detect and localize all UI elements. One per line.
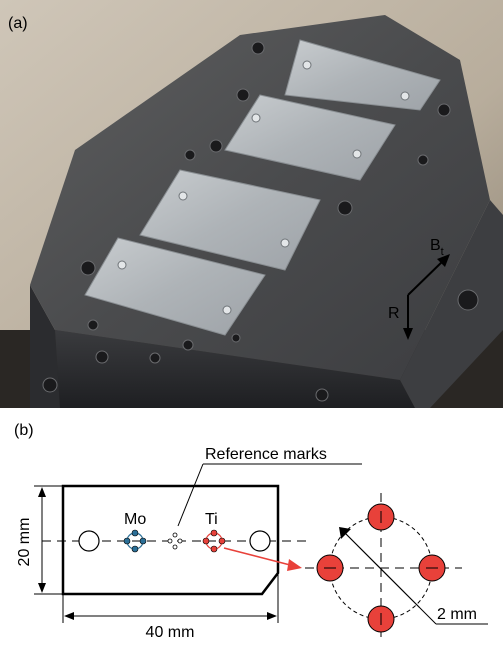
r-label: R bbox=[388, 305, 400, 322]
bolt-hole bbox=[417, 154, 429, 166]
sample-plate bbox=[224, 94, 396, 181]
zoom-arrow-head bbox=[287, 559, 302, 571]
plate-screw bbox=[280, 238, 290, 248]
mo-spot bbox=[131, 529, 139, 537]
r-arrow-head bbox=[403, 328, 413, 340]
reference-mark bbox=[172, 544, 178, 550]
bt-arrow-head bbox=[437, 254, 450, 267]
bolt-hole bbox=[80, 260, 96, 276]
plate-screw bbox=[352, 149, 362, 159]
sample-hole-right bbox=[249, 530, 271, 552]
width-arrow-right bbox=[267, 612, 277, 620]
bt-label: Bt bbox=[430, 237, 444, 258]
ti-spot-pattern bbox=[202, 529, 226, 553]
bolt-hole bbox=[182, 339, 194, 351]
mo-spot bbox=[123, 537, 131, 545]
plate-screw bbox=[178, 191, 188, 201]
spacing-leader bbox=[419, 607, 437, 625]
bolt-hole bbox=[184, 149, 196, 161]
plate-screw bbox=[222, 305, 232, 315]
bolt-hole bbox=[87, 319, 99, 331]
bolt-hole bbox=[251, 41, 265, 55]
enlarged-spot bbox=[418, 554, 446, 582]
holder-left-side bbox=[30, 285, 60, 408]
ti-spot bbox=[218, 537, 226, 545]
bolt-hole bbox=[337, 200, 353, 216]
spacing-dimension-line bbox=[343, 531, 421, 609]
spacing-label: 2 mm bbox=[437, 606, 477, 623]
zoom-arrow-line bbox=[223, 547, 295, 567]
plate-screw bbox=[251, 113, 261, 123]
ti-spot bbox=[210, 529, 218, 537]
bolt-hole bbox=[42, 377, 58, 393]
reference-mark bbox=[177, 538, 183, 544]
sample-outline bbox=[61, 484, 280, 596]
mo-spot bbox=[139, 537, 147, 545]
enlarged-spot bbox=[367, 605, 395, 633]
reference-marks bbox=[167, 532, 183, 550]
bt-label-main: B bbox=[430, 237, 441, 254]
holder-right-side bbox=[400, 200, 503, 408]
bolt-hole bbox=[95, 350, 109, 364]
plate-screw bbox=[117, 260, 127, 270]
bolt-hole bbox=[231, 333, 241, 343]
bt-label-sub: t bbox=[441, 246, 444, 258]
ti-label: Ti bbox=[205, 511, 218, 528]
reference-marks-leader bbox=[177, 463, 204, 527]
height-arrow-bottom bbox=[38, 583, 46, 593]
height-arrow-top bbox=[38, 487, 46, 497]
reference-mark bbox=[167, 538, 173, 544]
bolt-holes bbox=[42, 41, 479, 402]
width-arrow-left bbox=[64, 612, 74, 620]
holder-front-side bbox=[55, 330, 415, 408]
reference-mark bbox=[172, 532, 178, 538]
diagram-panel: (b) Reference marks Mo Ti 20 bbox=[14, 422, 488, 641]
plate-screw bbox=[400, 91, 410, 101]
bolt-hole bbox=[149, 352, 161, 364]
ti-spot bbox=[202, 537, 210, 545]
plate-screw bbox=[302, 60, 312, 70]
sample-plate bbox=[84, 237, 266, 336]
mo-label: Mo bbox=[124, 511, 146, 528]
bolt-hole bbox=[437, 103, 451, 117]
bolt-hole bbox=[209, 139, 223, 153]
bt-arrow-line bbox=[407, 257, 447, 296]
bolt-hole bbox=[457, 289, 479, 311]
direction-arrows bbox=[403, 254, 450, 340]
reference-marks-label: Reference marks bbox=[205, 446, 327, 463]
height-label: 20 mm bbox=[16, 518, 33, 567]
spacing-arrow-head bbox=[339, 527, 351, 539]
photo-panel: (a) Bt R bbox=[0, 0, 503, 408]
enlarged-spot bbox=[316, 554, 344, 582]
plate-screws bbox=[117, 60, 410, 315]
mo-spot-pattern bbox=[123, 529, 147, 553]
width-label: 40 mm bbox=[146, 624, 195, 641]
ti-spot bbox=[210, 545, 218, 553]
sample-plate bbox=[284, 39, 441, 111]
bolt-hole bbox=[236, 88, 250, 102]
enlarged-spot bbox=[367, 503, 395, 531]
sample-hole-left bbox=[78, 530, 100, 552]
photo-panel-label: (a) bbox=[8, 15, 28, 32]
mo-spot bbox=[131, 545, 139, 553]
bolt-hole bbox=[315, 388, 329, 402]
diagram-panel-label: (b) bbox=[14, 422, 34, 439]
enlarged-spot-pattern bbox=[305, 493, 462, 640]
